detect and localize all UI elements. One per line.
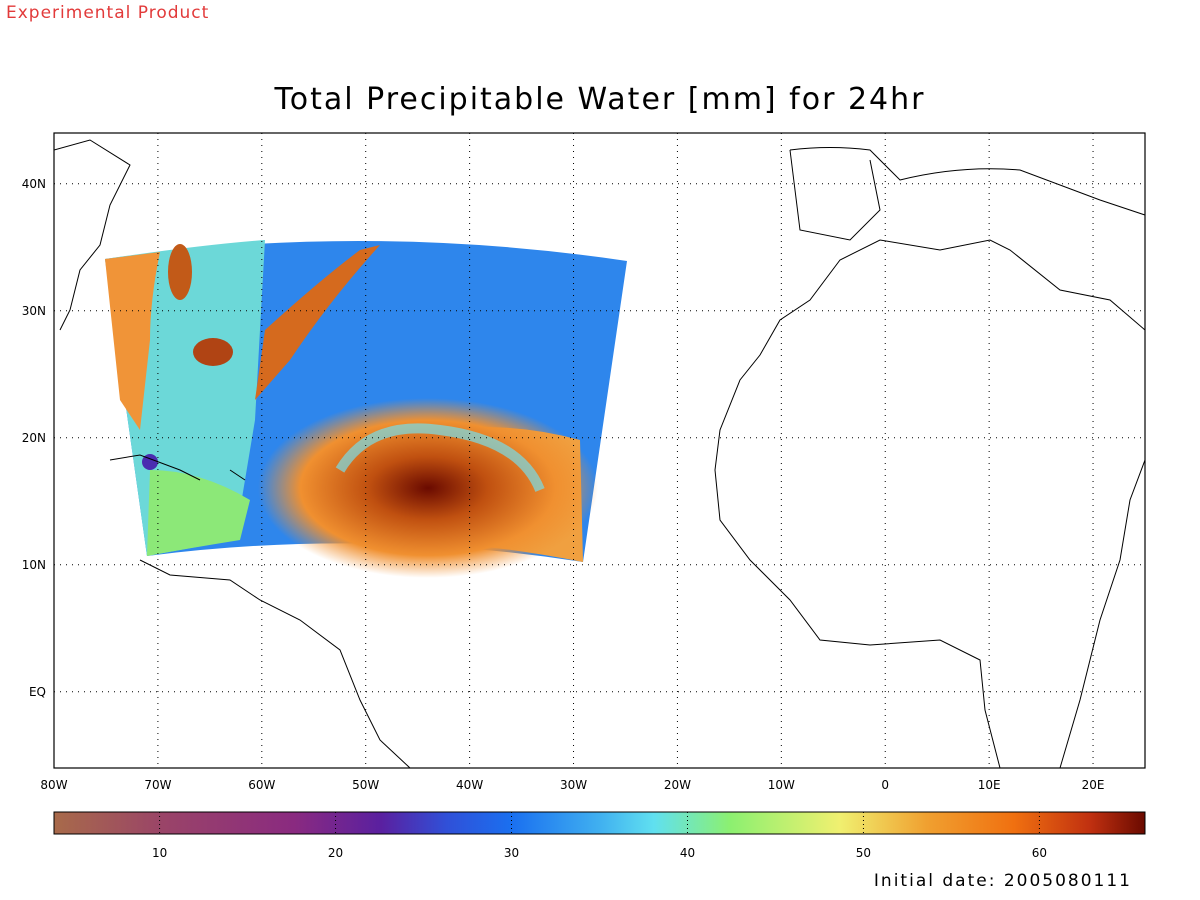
- lon-tick-label: 10W: [768, 778, 795, 792]
- map-title: Total Precipitable Water [mm] for 24hr: [274, 82, 926, 117]
- moisture-blob-2: [168, 244, 192, 300]
- caribbean-islands: [109, 454, 246, 481]
- lon-tick-label: 0: [881, 778, 889, 792]
- moisture-blob-1: [193, 338, 233, 366]
- colorbar-tick-label: 60: [1032, 846, 1047, 860]
- lon-tick-label: 70W: [144, 778, 171, 792]
- colorbar-tick-label: 30: [504, 846, 519, 860]
- lon-tick-label: 20W: [664, 778, 691, 792]
- lon-tick-label: 10E: [978, 778, 1001, 792]
- lon-tick-label: 40W: [456, 778, 483, 792]
- dry-spot: [142, 454, 158, 470]
- tpw-south-moist: [147, 470, 250, 556]
- colorbar-tick-label: 40: [680, 846, 695, 860]
- africa-coast: [714, 147, 1145, 768]
- lat-tick-label: 10N: [22, 558, 46, 572]
- map-frame: [53, 132, 1146, 769]
- lat-tick-label: 40N: [22, 177, 46, 191]
- lon-tick-label: 80W: [40, 778, 67, 792]
- lat-tick-label: 20N: [22, 431, 46, 445]
- south-america-coast: [139, 559, 411, 768]
- colorbar-tick-label: 20: [328, 846, 343, 860]
- lon-tick-label: 20E: [1082, 778, 1105, 792]
- lon-ticks: 80W 70W 60W 50W 40W 30W 20W 10W 0 10E 20E: [40, 778, 1104, 792]
- colorbar-tick-label: 10: [152, 846, 167, 860]
- land-outlines: [54, 139, 1145, 768]
- tpw-diag-band: [255, 245, 380, 400]
- initial-date: Initial date: 2005080111: [873, 871, 1132, 891]
- graticule: 80W 70W 60W 50W 40W 30W 20W 10W 0 10E 20E 40N 30N 20…: [22, 132, 1146, 792]
- lon-tick-label: 50W: [352, 778, 379, 792]
- north-america-coast: [54, 139, 131, 331]
- swirl-arm: [335, 423, 545, 493]
- experimental-product-label: Experimental Product: [6, 3, 210, 23]
- colorbar-ticks: 10 20 30 40 50 60: [152, 812, 1047, 860]
- lat-tick-label: 30N: [22, 304, 46, 318]
- iberia: [789, 149, 881, 241]
- tpw-west-moist: [105, 252, 160, 430]
- lat-ticks: 40N 30N 20N 10N EQ: [22, 177, 46, 699]
- colorbar: 10 20 30 40 50 60: [53, 811, 1146, 860]
- colorbar-tick-label: 50: [856, 846, 871, 860]
- tpw-field: [105, 240, 627, 578]
- africa-east: [1059, 459, 1145, 768]
- swirl-core: [258, 398, 598, 578]
- lon-tick-label: 60W: [248, 778, 275, 792]
- lat-tick-label: EQ: [29, 685, 46, 699]
- colorbar-strip: [53, 811, 1146, 835]
- lon-tick-label: 30W: [560, 778, 587, 792]
